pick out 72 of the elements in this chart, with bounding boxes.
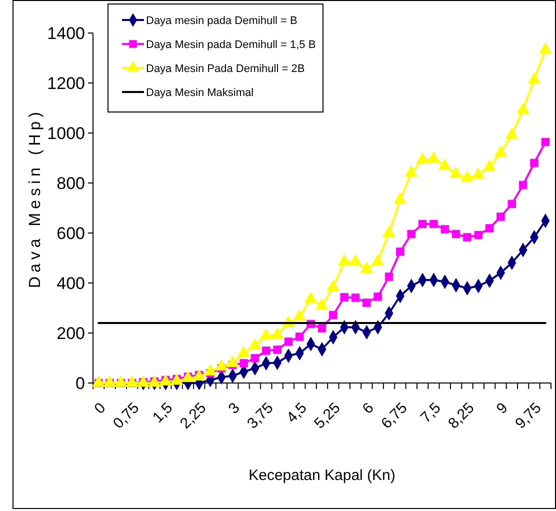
- point: [340, 293, 348, 302]
- point: [530, 158, 538, 168]
- point: [349, 254, 362, 266]
- point: [427, 152, 440, 163]
- point: [273, 346, 282, 354]
- legend-label: Daya Mesin pada Demihull = 1,5 B: [146, 38, 316, 51]
- point: [396, 248, 404, 256]
- point: [416, 152, 429, 164]
- point: [262, 346, 270, 355]
- point: [351, 294, 360, 302]
- point: [474, 230, 483, 240]
- x-tick-label: 1,5: [149, 400, 176, 426]
- point: [485, 224, 494, 232]
- y-tick-label: 1400: [47, 24, 85, 43]
- point: [371, 254, 384, 266]
- legend-label: Daya Mesin Pada Demihull = 2B: [146, 62, 305, 75]
- point: [360, 262, 374, 274]
- point: [362, 298, 371, 307]
- point: [518, 180, 528, 190]
- y-tick-label: 0: [76, 374, 85, 393]
- point: [284, 338, 293, 346]
- point: [483, 160, 496, 171]
- point: [438, 158, 452, 170]
- y-tick-label: 800: [56, 174, 85, 193]
- legend-label: Daya Mesin Maksimal: [146, 86, 254, 99]
- x-tick-label: 0: [91, 400, 110, 418]
- point: [407, 230, 416, 238]
- point: [496, 212, 505, 221]
- x-tick-label: 7,5: [417, 400, 444, 426]
- legend-label: Daya mesin pada Demihull = B: [146, 14, 298, 27]
- point: [404, 166, 418, 177]
- point: [382, 226, 396, 238]
- y-tick-label: 1200: [47, 74, 85, 93]
- y-tick-label: 1000: [47, 124, 85, 143]
- point: [394, 192, 407, 204]
- point: [463, 233, 472, 242]
- point: [506, 128, 518, 139]
- point: [440, 225, 449, 234]
- point: [250, 354, 260, 362]
- point: [430, 220, 438, 228]
- point: [316, 298, 328, 310]
- point: [516, 102, 530, 114]
- point: [318, 324, 326, 332]
- point: [450, 166, 462, 178]
- point: [338, 254, 351, 266]
- point: [296, 332, 304, 341]
- point: [329, 310, 338, 320]
- point: [508, 200, 516, 208]
- point: [541, 138, 550, 146]
- point: [304, 292, 318, 303]
- point: [528, 72, 541, 84]
- point: [384, 272, 394, 281]
- x-tick-label: 6,75: [378, 400, 411, 432]
- y-tick-label: 400: [56, 274, 85, 293]
- point: [472, 168, 485, 179]
- x-tick-label: 9: [493, 400, 512, 418]
- x-tick-label: 3: [225, 400, 244, 418]
- point: [452, 230, 460, 238]
- point: [326, 280, 340, 292]
- point: [374, 292, 382, 301]
- point: [494, 146, 508, 157]
- x-axis-title: Kecepatan Kapal (Kn): [248, 467, 396, 484]
- x-tick-label: 6: [359, 400, 378, 418]
- x-tick-label: 0,75: [110, 400, 143, 432]
- point: [418, 220, 427, 228]
- y-axis-title: Dava Mesin (Hp): [27, 108, 44, 288]
- point: [460, 170, 474, 182]
- y-tick-label: 200: [56, 324, 85, 343]
- point: [539, 42, 552, 54]
- x-tick-label: 4,5: [283, 400, 310, 426]
- y-tick-label: 600: [56, 224, 85, 243]
- point: [240, 359, 248, 368]
